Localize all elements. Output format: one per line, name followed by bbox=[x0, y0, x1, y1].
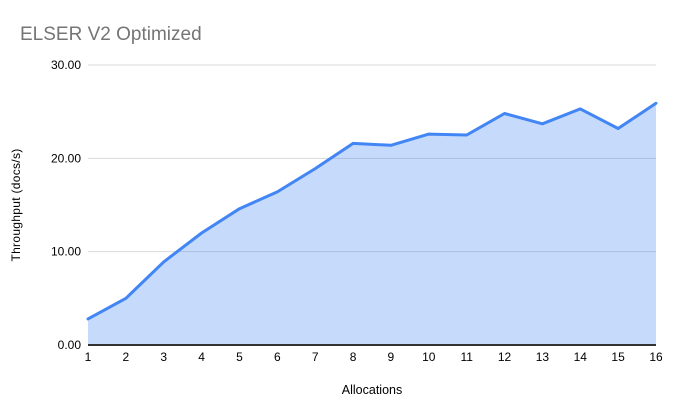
x-tick-label: 2 bbox=[123, 350, 130, 364]
chart-title: ELSER V2 Optimized bbox=[20, 24, 202, 45]
y-tick-label: 10.00 bbox=[51, 245, 81, 259]
x-tick-label: 1 bbox=[85, 350, 92, 364]
x-tick-label: 6 bbox=[274, 350, 281, 364]
x-tick-label: 5 bbox=[236, 350, 243, 364]
x-tick-label: 8 bbox=[350, 350, 357, 364]
x-tick-label: 10 bbox=[422, 350, 436, 364]
x-tick-label: 11 bbox=[460, 350, 473, 364]
y-tick-label: 0.00 bbox=[58, 338, 82, 352]
x-tick-label: 3 bbox=[160, 350, 167, 364]
area-fill bbox=[88, 103, 656, 345]
x-tick-label: 14 bbox=[574, 350, 588, 364]
y-tick-label: 30.00 bbox=[51, 58, 81, 72]
x-axis-title: Allocations bbox=[341, 383, 403, 397]
x-tick-label: 15 bbox=[611, 350, 625, 364]
x-tick-label: 12 bbox=[498, 350, 512, 364]
series-line bbox=[86, 101, 658, 321]
x-tick-label: 4 bbox=[198, 350, 205, 364]
y-tick-label: 20.00 bbox=[51, 151, 81, 165]
x-tick-label: 16 bbox=[649, 350, 663, 364]
x-tick-label: 13 bbox=[536, 350, 550, 364]
x-tick-label: 7 bbox=[312, 350, 319, 364]
x-tick-label: 9 bbox=[388, 350, 395, 364]
